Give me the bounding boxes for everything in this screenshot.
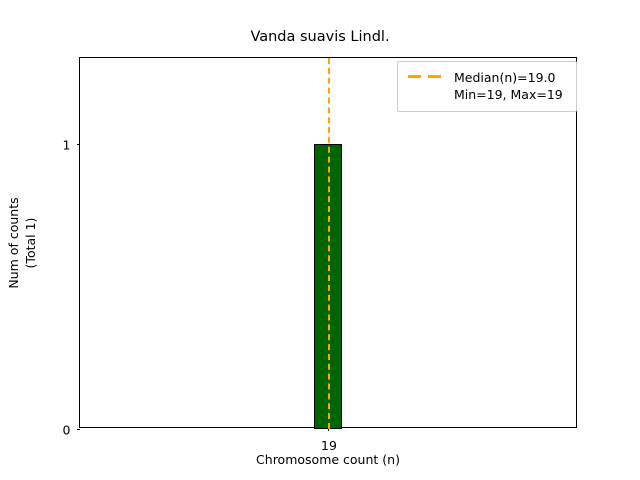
plot-area: 0 1 19 xyxy=(63,57,577,453)
y-axis-label-container: Num of counts (Total 1) xyxy=(0,57,44,428)
x-tick-label-19: 19 xyxy=(321,437,337,453)
chart-legend: Median(n)=19.0 Min=19, Max=19 xyxy=(397,61,577,112)
y-axis-label-line2: (Total 1) xyxy=(23,217,38,268)
y-tick-label-1: 1 xyxy=(62,137,71,153)
legend-entry-text: Median(n)=19.0 Min=19, Max=19 xyxy=(454,69,563,103)
y-axis-label: Num of counts (Total 1) xyxy=(5,197,39,288)
y-tick-label-0: 0 xyxy=(62,422,71,438)
x-axis-label: Chromosome count (n) xyxy=(256,452,400,467)
chart-title: Vanda suavis Lindl. xyxy=(250,29,390,45)
legend-label-minmax: Min=19, Max=19 xyxy=(454,87,563,102)
y-axis-label-line1: Num of counts xyxy=(6,196,21,289)
y-tick-mark-1: 1 xyxy=(63,138,80,153)
legend-label-median: Median(n)=19.0 xyxy=(454,70,556,85)
dashed-line-icon xyxy=(407,69,445,84)
y-tick-mark-0: 0 xyxy=(63,423,80,438)
legend-entry-median: Median(n)=19.0 Min=19, Max=19 xyxy=(407,69,567,103)
median-vline xyxy=(328,58,330,429)
